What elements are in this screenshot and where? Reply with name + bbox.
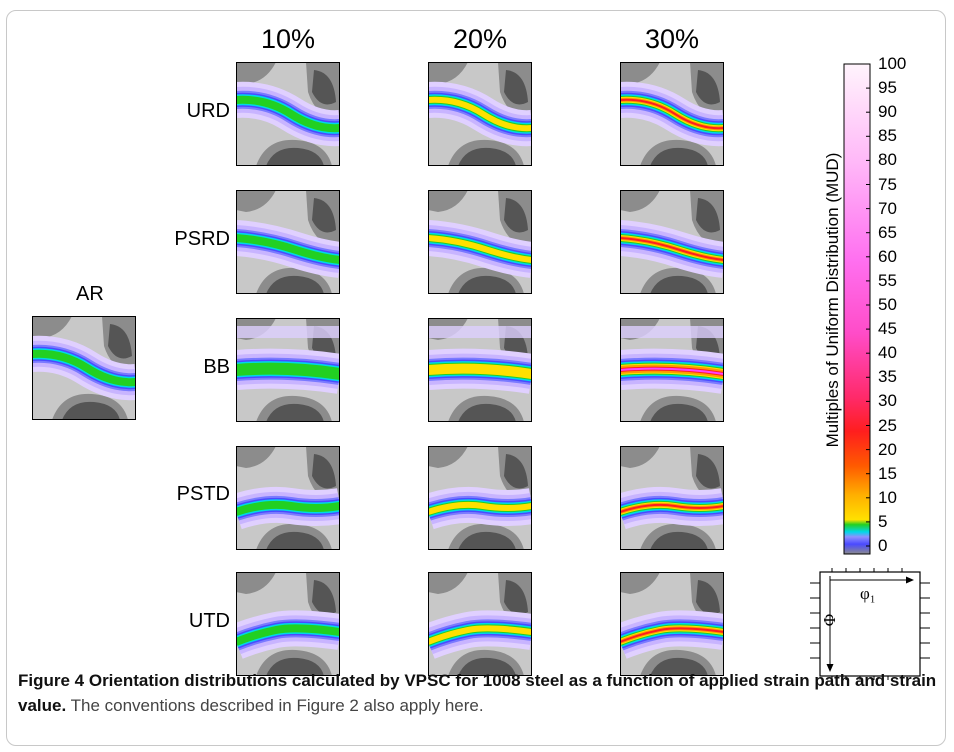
odf-panel-urd-10: [236, 62, 340, 166]
colorbar-tick-label: 80: [878, 150, 897, 170]
odf-panel-urd-20: [428, 62, 532, 166]
odf-panel-psrd-30: [620, 190, 724, 294]
figure-caption: Figure 4 Orientation distributions calcu…: [18, 668, 938, 718]
odf-plot: [620, 190, 724, 294]
odf-plot: [428, 62, 532, 166]
row-label-urd: URD: [186, 100, 230, 122]
ar-label: AR: [76, 283, 104, 305]
odf-plot: [236, 62, 340, 166]
colorbar-title: Multiples of Uniform Distribution (MUD): [823, 152, 842, 448]
odf-panel-pstd-20: [428, 446, 532, 550]
colorbar-tick-label: 65: [878, 222, 897, 242]
odf-panel-utd-10: [236, 572, 340, 676]
odf-plot: [428, 572, 532, 676]
odf-panel-urd-30: [620, 62, 724, 166]
odf-plot: [236, 318, 340, 422]
colorbar-tick-label: 10: [878, 487, 897, 507]
colorbar-tick-label: 40: [878, 343, 897, 363]
colorbar: [843, 63, 871, 555]
odf-plot: [428, 190, 532, 294]
row-label-pstd: PSTD: [176, 483, 230, 505]
colorbar-tick-label: 50: [878, 295, 897, 314]
colorbar-tick-label: 20: [878, 439, 897, 459]
odf-panel-utd-20: [428, 572, 532, 676]
colorbar-tick-label: 45: [878, 319, 897, 339]
odf-panel-pstd-10: [236, 446, 340, 550]
odf-plot: [620, 446, 724, 550]
colorbar-tick-label: 85: [878, 126, 897, 146]
caption-body: The conventions described in Figure 2 al…: [66, 696, 484, 715]
colorbar-tick-label: 100: [878, 54, 907, 73]
caption-bold: Figure 4 Orientation distributions calcu…: [18, 671, 937, 715]
row-label-bb: BB: [203, 356, 230, 378]
axes-convention-key: [810, 568, 930, 680]
odf-plot: [236, 446, 340, 550]
phi1-label: φ₁: [860, 584, 876, 603]
row-label-utd: UTD: [188, 610, 230, 632]
odf-panel-psrd-20: [428, 190, 532, 294]
odf-plot: [236, 572, 340, 676]
odf-panel-bb-20: [428, 318, 532, 422]
colorbar-tick-label: 35: [878, 367, 897, 387]
colorbar-tick-label: 70: [878, 198, 897, 218]
odf-plot: [620, 318, 724, 422]
colorbar-tick-label: 75: [878, 174, 897, 194]
colorbar-tick-label: 60: [878, 246, 897, 266]
Phi-label: Φ: [820, 613, 840, 627]
colorbar-tick-label: 5: [878, 511, 888, 531]
colorbar-tick-label: 95: [878, 78, 897, 98]
odf-plot: [236, 190, 340, 294]
odf-plot: [428, 446, 532, 550]
odf-panel-ar: [32, 316, 136, 420]
odf-plot: [32, 316, 136, 420]
colorbar-tick-label: 25: [878, 415, 897, 435]
odf-panel-bb-30: [620, 318, 724, 422]
odf-plot: [620, 62, 724, 166]
odf-panel-utd-30: [620, 572, 724, 676]
odf-panel-bb-10: [236, 318, 340, 422]
odf-panel-psrd-10: [236, 190, 340, 294]
column-header-20: 20%: [452, 24, 508, 54]
colorbar-tick-label: 55: [878, 270, 897, 290]
odf-panel-pstd-30: [620, 446, 724, 550]
column-header-10: 10%: [260, 24, 316, 54]
colorbar-tick-label: 15: [878, 463, 897, 483]
column-header-30: 30%: [644, 24, 700, 54]
colorbar-tick-label: 0: [878, 536, 888, 555]
colorbar-tick-label: 90: [878, 102, 897, 122]
colorbar-tick-label: 30: [878, 391, 897, 411]
odf-plot: [428, 318, 532, 422]
odf-plot: [620, 572, 724, 676]
row-label-psrd: PSRD: [174, 228, 230, 250]
